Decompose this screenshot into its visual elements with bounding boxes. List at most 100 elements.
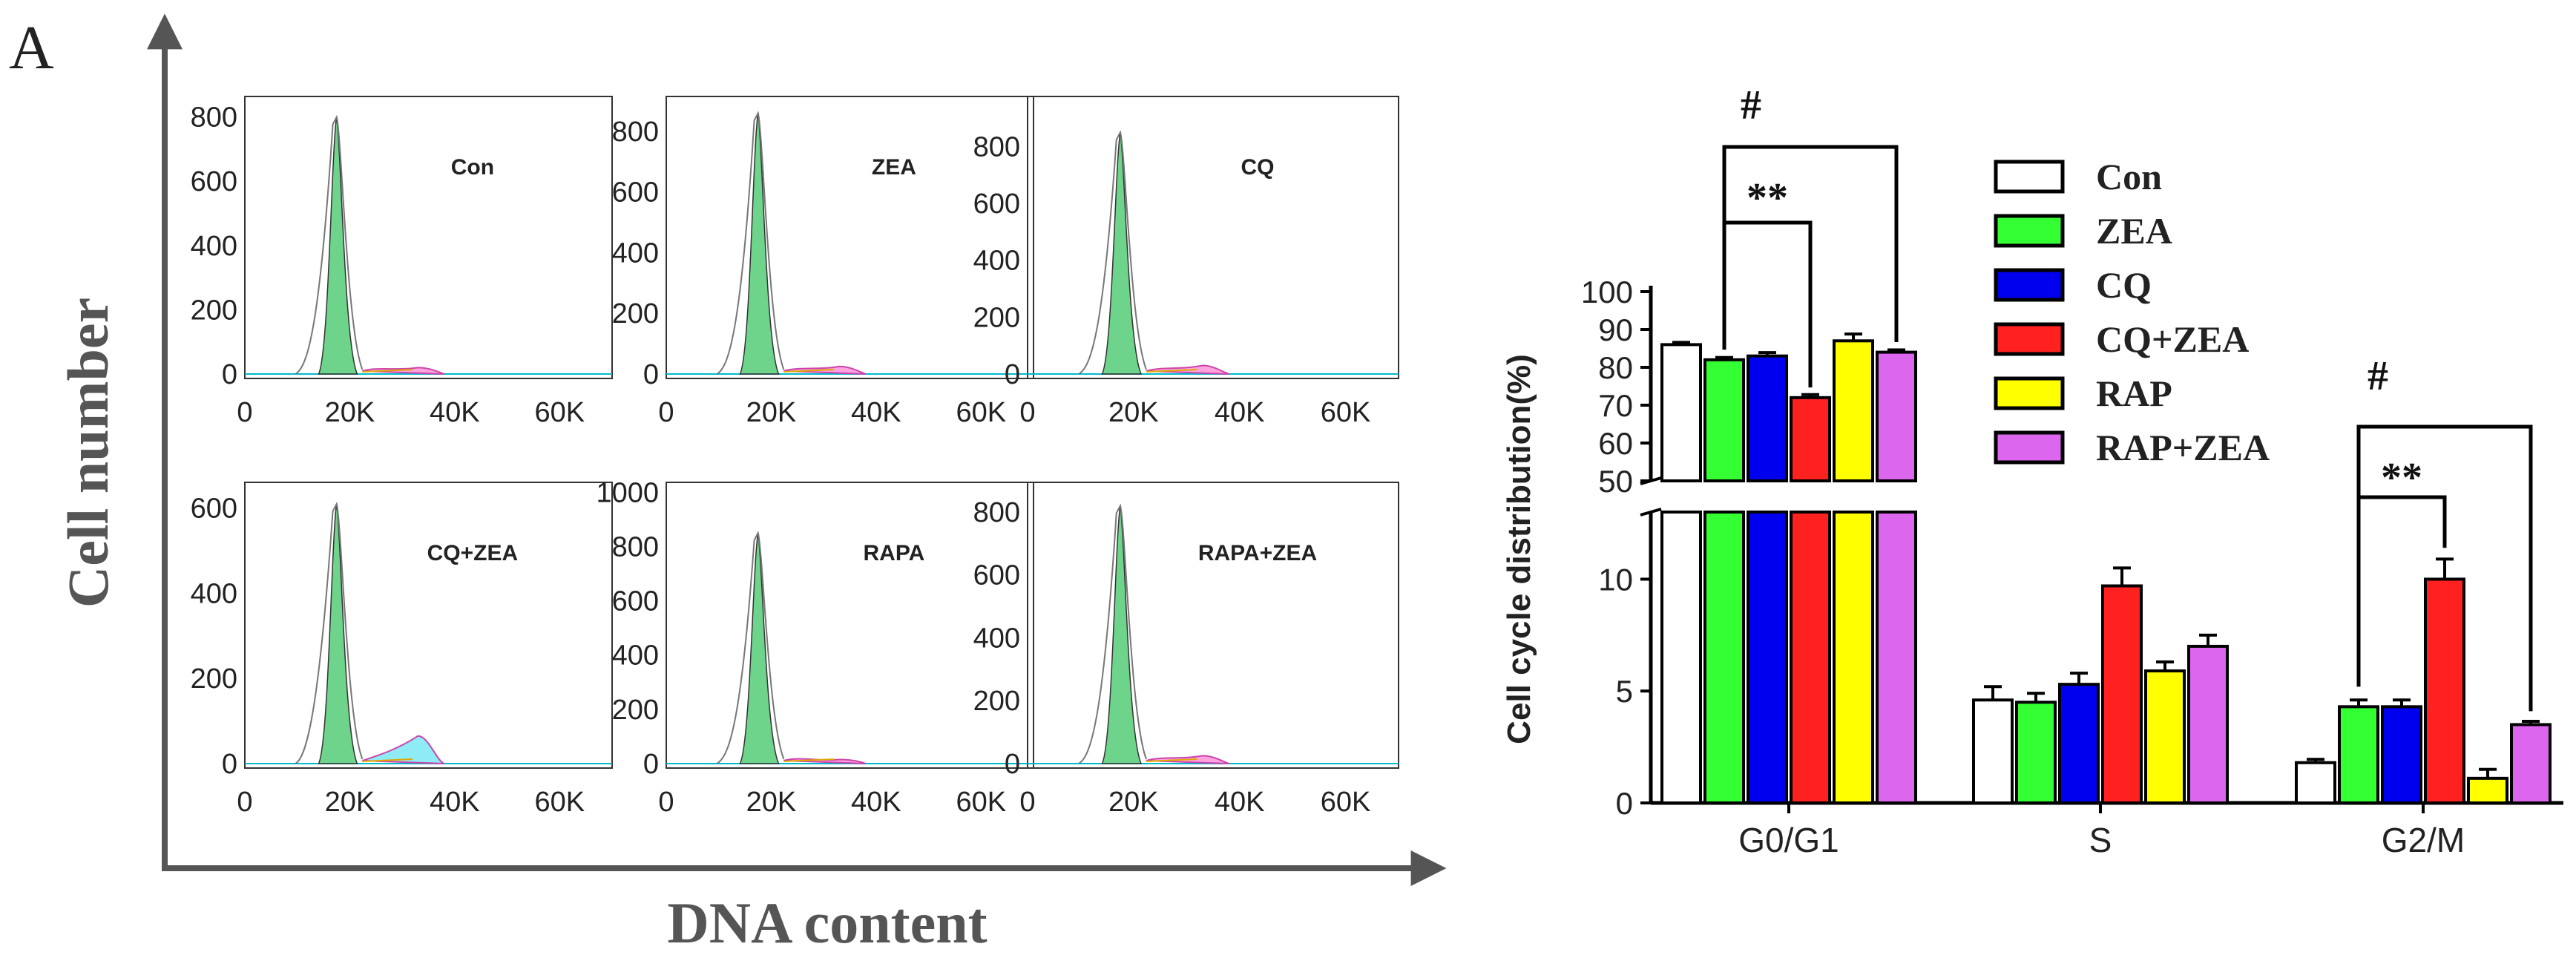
bar-G2/M-RAP [2467,776,2508,805]
flow-y-tick: 0 [222,749,237,780]
bar-G0/G1-CQ [1747,354,1788,483]
flow-panel-5: 0 200 400 600 800 0 20K 40K 60K RAPA+ZEA [973,482,1399,818]
flow-y-tick: 200 [191,663,237,695]
flow-x-tick: 0 [658,787,674,818]
flow-panel-frame [666,482,1034,769]
flow-envelope [716,531,785,764]
flow-y-tick: 600 [191,493,237,525]
flow-y-tick: 800 [612,117,659,148]
bar-G0/G1-RAP [1833,511,1874,804]
flow-x-tick: 0 [237,787,252,818]
bar-y-tick: 10 [1598,562,1633,597]
bar-G0/G1-Con [1660,511,1702,804]
flow-y-tick: 600 [612,177,659,209]
flow-x-tick: 40K [1215,397,1265,428]
flow-x-tick: 40K [851,397,901,428]
significance-bracket [1722,220,1813,388]
bar-y-label: Cell cycle distribution(%) [1501,354,1537,744]
bar-G2/M-CQ [2381,705,2422,804]
flow-envelope [295,502,364,764]
flow-g1-peak [739,533,780,764]
flow-x-tick: 60K [534,787,585,818]
bar-G0/G1-CQ+ZEA [1790,511,1831,804]
flow-panel-label: RAPA+ZEA [1198,541,1317,565]
flow-x-tick: 0 [1019,787,1035,818]
flow-x-tick: 20K [746,397,797,428]
flow-panel-label: RAPA [864,541,925,565]
flow-s-phase [783,369,835,373]
flow-g1-peak [1101,505,1143,764]
flow-x-tick: 20K [1108,787,1159,818]
flow-x-tick: 60K [956,787,1006,818]
legend-label-CQ: CQ [2096,264,2152,306]
bar-G0/G1-RAP+ZEA [1876,350,1917,482]
legend-label-Con: Con [2096,156,2162,197]
bar-S-RAP [2144,669,2186,804]
flow-g1-peak [318,503,358,764]
bar-y-tick: 90 [1598,312,1633,347]
flow-y-tick: 200 [612,695,659,726]
flow-x-tick: 0 [1019,397,1035,428]
flow-panel-frame [244,96,613,379]
flow-g1-peak [1101,132,1143,375]
flow-y-tick: 0 [643,749,659,780]
significance-label: ** [2381,455,2422,501]
flow-s-phase [1146,758,1197,762]
panel-letter: A [9,13,54,82]
flow-g2-peak [362,367,445,375]
flow-y-tick: 800 [973,131,1020,163]
flow-panel-4: 0 200 400 600 800 1000 0 20K 40K 60K RAPA [596,477,1034,818]
flow-panel-frame [666,96,1034,379]
bar-G2/M-Con [2295,761,2336,804]
bar-y-tick: 70 [1598,388,1633,423]
bar-y-tick: 0 [1616,786,1633,821]
flow-panel-1: 0 200 400 600 800 0 20K 40K 60K ZEA [612,96,1034,428]
flow-panel-frame [1027,482,1399,769]
flow-panel-label: CQ+ZEA [427,541,519,565]
significance-bracket [2356,495,2447,687]
legend-label-RAP: RAP [2096,373,2172,414]
flow-panel-label: Con [451,155,494,180]
flow-s-phase [783,758,835,762]
bar-S-Con [1972,698,2014,804]
flow-y-tick: 400 [973,246,1020,277]
bar-G0/G1-Con [1660,343,1702,482]
flow-x-tick: 40K [851,787,901,818]
flow-y-tick: 200 [612,298,659,329]
flow-panel-label: CQ [1241,155,1275,180]
flow-envelope [716,111,785,375]
flow-y-tick: 0 [1005,749,1020,780]
bar-S-ZEA [2015,701,2057,804]
bar-G0/G1-ZEA [1703,358,1745,482]
flow-panel-2: 0 200 400 600 800 0 20K 40K 60K CQ [973,96,1399,428]
significance-label: # [1741,82,1761,128]
bar-G0/G1-CQ [1747,511,1788,804]
flow-g2-peak [362,735,445,764]
bar-category-label: S [2089,821,2112,859]
flow-x-title: DNA content [667,891,987,955]
significance-label: # [2368,353,2388,399]
flow-y-tick: 400 [191,231,237,262]
bar-y-tick: 50 [1598,464,1633,499]
flow-y-tick: 1000 [596,477,659,508]
flow-envelope [295,114,364,375]
flow-x-tick: 40K [430,397,480,428]
legend-swatch-CQ [1994,268,2065,302]
axis-break-mark [1640,508,1662,516]
flow-x-tick: 40K [1215,787,1265,818]
flow-y-tick: 0 [643,359,659,390]
bar-G0/G1-RAP [1833,339,1874,482]
bar-G0/G1-RAP+ZEA [1876,511,1917,804]
flow-x-tick: 60K [956,397,1006,428]
flow-x-tick: 60K [1321,397,1371,428]
bar-S-CQ+ZEA [2101,584,2143,804]
flow-s-phase [362,369,413,373]
flow-s-phase [1146,369,1197,373]
flow-s-phase [362,758,413,762]
flow-y-tick: 200 [973,686,1020,717]
flow-envelope [1078,503,1147,764]
bar-G2/M-RAP+ZEA [2510,723,2552,805]
flow-panel-0: 0 200 400 600 800 0 20K 40K 60K Con [191,96,613,428]
flow-panel-3: 0 200 400 600 0 20K 40K 60K CQ+ZEA [191,482,613,818]
flow-g1-peak [739,113,780,375]
